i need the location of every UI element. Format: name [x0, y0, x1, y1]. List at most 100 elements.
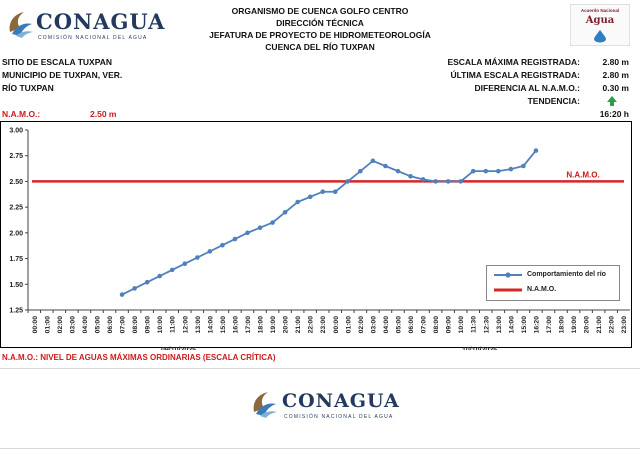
logo-subtitle: COMISIÓN NACIONAL DEL AGUA — [38, 35, 148, 41]
river-level-point — [470, 168, 476, 174]
x-tick-label: 07:00 — [120, 316, 127, 334]
namo-value: 2.50 m — [90, 109, 117, 119]
y-tick-label: 1.75 — [9, 256, 23, 263]
river-level-point — [169, 267, 175, 273]
river-level-point — [383, 163, 388, 169]
max-scale-label: ESCALA MÁXIMA REGISTRADA: — [447, 57, 580, 67]
river-level-point — [245, 230, 250, 236]
x-tick-label: 13:00 — [496, 316, 503, 334]
last-scale-label: ÚLTIMA ESCALA REGISTRADA: — [450, 70, 580, 80]
x-tick-label: 05:00 — [395, 316, 402, 334]
logo-wordmark: CONAGUA — [36, 9, 166, 34]
conagua-emblem-icon — [9, 12, 33, 38]
river-level-point — [533, 148, 539, 153]
x-tick-label: 15:00 — [521, 316, 528, 334]
x-tick-label: 21:00 — [596, 316, 603, 334]
x-tick-label: 10:00 — [157, 316, 164, 334]
footer-conagua-logo: CONAGUA COMISIÓN NACIONAL DEL AGUA — [250, 388, 400, 422]
trend-label: TENDENCIA: — [527, 96, 580, 106]
x-tick-label: 06:00 — [107, 316, 114, 334]
namo-diff-value: 0.30 m — [602, 83, 629, 93]
river-level-point — [144, 279, 150, 285]
x-tick-label: 01:00 — [345, 316, 352, 334]
x-tick-label: 18:00 — [258, 316, 265, 334]
x-tick-label: 17:00 — [546, 316, 553, 334]
namo-diff-label: DIFERENCIA AL N.A.M.O.: — [474, 83, 580, 93]
x-tick-label: 14:00 — [508, 316, 515, 334]
arrow-up-icon — [607, 96, 617, 106]
river-level-point — [320, 189, 326, 195]
x-tick-label: 12:00 — [182, 316, 189, 334]
x-tick-label: 00:00 — [32, 316, 39, 334]
legend-item-namo: N.A.M.O. — [493, 285, 617, 297]
y-tick-label: 1.25 — [9, 308, 23, 315]
river-level-point — [332, 189, 338, 195]
namo-definition-note: N.A.M.O.: NIVEL DE AGUAS MÁXIMAS ORDINAR… — [2, 353, 276, 362]
y-tick-label: 2.50 — [9, 179, 23, 186]
legend-river-swatch — [494, 272, 522, 278]
y-tick-label: 2.75 — [9, 153, 23, 160]
acuerdo-agua-badge: Acuerdo Nacional Agua — [570, 4, 630, 46]
y-tick-label: 3.00 — [9, 128, 23, 135]
footer-logo-subtitle: COMISIÓN NACIONAL DEL AGUA — [284, 414, 394, 420]
water-drop-icon — [594, 30, 606, 43]
footer-conagua-emblem-icon — [253, 392, 277, 418]
chart-frame — [0, 121, 632, 348]
x-tick-label: 04:00 — [82, 316, 89, 334]
river-level-line — [121, 150, 537, 296]
header-line-2: DIRECCIÓN TÉCNICA — [276, 18, 364, 28]
river-level-point — [445, 179, 451, 184]
river-level-point — [483, 168, 489, 174]
header-line-3: JEFATURA DE PROYECTO DE HIDROMETEOROLOGÍ… — [209, 30, 431, 40]
legend-namo-label: N.A.M.O. — [527, 286, 557, 293]
river-level-point — [220, 242, 225, 248]
x-tick-label: 07:00 — [421, 316, 428, 334]
river-name: RÍO TUXPAN — [2, 83, 54, 93]
river-level-point — [119, 292, 125, 297]
x-tick-label: 13:00 — [195, 316, 202, 334]
x-tick-label: 22:00 — [609, 316, 616, 334]
x-tick-label: 00:00 — [333, 316, 340, 334]
x-tick-label: 14:00 — [207, 316, 214, 334]
x-tick-label: 16:00 — [232, 316, 239, 334]
y-tick-label: 2.25 — [9, 205, 23, 212]
river-level-point — [182, 261, 188, 267]
x-tick-label: 02:00 — [358, 316, 365, 334]
river-level-point — [458, 179, 463, 184]
municipality: MUNICIPIO DE TUXPAN, VER. — [2, 70, 123, 80]
river-level-chart: 3.00 2.75 2.50 2.25 2.00 1.75 1.50 1.25 00:00 01:… — [9, 128, 630, 350]
x-tick-label: 06:00 — [408, 316, 415, 334]
x-tick-label: 11:00 — [170, 316, 177, 333]
x-tick-label: 10:00 — [458, 316, 465, 334]
update-time: 16:20 h — [599, 109, 629, 119]
x-tick-label: 17:00 — [245, 316, 252, 334]
river-level-point — [358, 168, 363, 174]
bottom-divider — [0, 448, 640, 449]
river-level-point — [370, 158, 376, 164]
x-tick-label: 23:00 — [320, 316, 327, 334]
river-level-point — [232, 236, 238, 242]
x-tick-label: 19:00 — [571, 316, 578, 334]
station-name: SITIO DE ESCALA TUXPAN — [2, 57, 113, 67]
namo-line-label: N.A.M.O. — [566, 170, 599, 179]
y-tick-label: 2.00 — [9, 230, 23, 237]
x-tick-label: 21:00 — [295, 316, 302, 334]
chart-legend: Comportamiento del río N.A.M.O. — [486, 265, 620, 301]
x-tick-label: 04:00 — [383, 316, 390, 334]
namo-label: N.A.M.O.: — [2, 109, 41, 119]
date-label: 10/10/2025 — [462, 347, 497, 350]
x-tick-label: 03:00 — [370, 316, 377, 334]
legend-river-label: Comportamiento del río — [527, 271, 606, 278]
x-tick-label: 15:00 — [220, 316, 227, 334]
x-tick-label: 08:00 — [433, 316, 440, 334]
river-level-point — [433, 179, 438, 184]
river-level-point — [345, 179, 351, 184]
legend-namo-swatch — [494, 288, 522, 292]
river-level-point — [521, 163, 526, 169]
river-level-point — [132, 286, 137, 291]
river-level-point — [395, 168, 401, 174]
header-line-1: ORGANISMO DE CUENCA GOLFO CENTRO — [231, 6, 409, 16]
x-tick-label: 19:00 — [270, 316, 277, 334]
x-tick-label: 23:00 — [621, 316, 628, 334]
river-level-point — [157, 273, 162, 279]
